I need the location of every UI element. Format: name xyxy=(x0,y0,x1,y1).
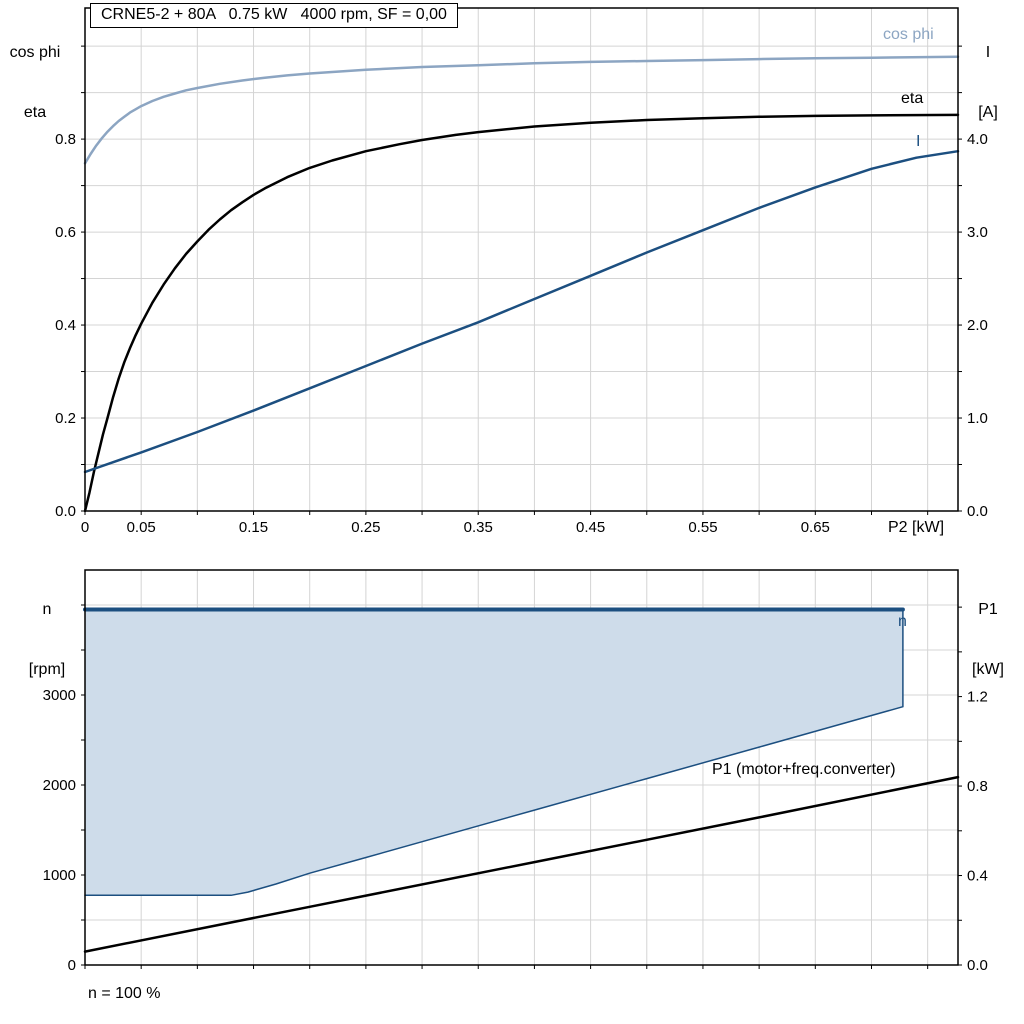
chart-title: CRNE5-2 + 80A 0.75 kW 4000 rpm, SF = 0,0… xyxy=(90,3,458,28)
svg-text:0.45: 0.45 xyxy=(576,519,605,536)
svg-text:4.0: 4.0 xyxy=(967,131,988,148)
svg-text:0.55: 0.55 xyxy=(688,519,717,536)
svg-text:0.0: 0.0 xyxy=(967,503,988,520)
svg-text:1.0: 1.0 xyxy=(967,410,988,427)
svg-text:3000: 3000 xyxy=(43,687,76,704)
svg-text:3.0: 3.0 xyxy=(967,224,988,241)
svg-text:0.4: 0.4 xyxy=(55,317,76,334)
right-axis-header-top: I [A] xyxy=(958,3,1018,163)
svg-text:2000: 2000 xyxy=(43,777,76,794)
svg-text:0.6: 0.6 xyxy=(55,224,76,241)
series-area xyxy=(85,609,903,896)
speed-axis-label: n xyxy=(42,601,52,618)
kw-unit-label: [kW] xyxy=(972,661,1004,678)
svg-text:0.8: 0.8 xyxy=(967,778,988,795)
current-series-label: I xyxy=(916,133,921,150)
series-line xyxy=(83,149,960,474)
svg-text:2.0: 2.0 xyxy=(967,317,988,334)
p1-axis-label: P1 xyxy=(978,601,998,618)
current-axis-label: I xyxy=(985,44,991,61)
left-axis-header-bottom: n [rpm] xyxy=(14,560,80,720)
svg-text:0.05: 0.05 xyxy=(127,519,156,536)
svg-text:0.65: 0.65 xyxy=(801,519,830,536)
svg-text:0.8: 0.8 xyxy=(55,131,76,148)
series-line xyxy=(83,775,960,953)
rpm-unit-label: [rpm] xyxy=(28,661,66,678)
svg-text:1.2: 1.2 xyxy=(967,689,988,706)
svg-text:0.4: 0.4 xyxy=(967,868,988,885)
svg-text:0.25: 0.25 xyxy=(351,519,380,536)
eta-series-label: eta xyxy=(901,90,924,107)
left-axis-header-top: cos phi eta xyxy=(2,3,68,163)
speed-series-label: n xyxy=(898,613,907,630)
eta-axis-label: eta xyxy=(23,104,47,121)
svg-text:0: 0 xyxy=(68,957,76,974)
speed-footnote: n = 100 % xyxy=(88,985,161,1002)
svg-text:0.2: 0.2 xyxy=(55,410,76,427)
cos-phi-series-label: cos phi xyxy=(883,26,934,43)
ampere-unit-label: [A] xyxy=(978,104,998,121)
svg-text:0.0: 0.0 xyxy=(967,957,988,974)
cos-phi-axis-label: cos phi xyxy=(9,44,61,61)
x-axis-unit-label: P2 [kW] xyxy=(888,519,945,536)
svg-text:1000: 1000 xyxy=(43,867,76,884)
svg-text:0.0: 0.0 xyxy=(55,503,76,520)
series-line xyxy=(83,55,960,165)
series-line xyxy=(83,113,960,513)
svg-text:0: 0 xyxy=(81,519,89,536)
series-line xyxy=(84,608,904,897)
svg-text:0.15: 0.15 xyxy=(239,519,268,536)
p1-series-label: P1 (motor+freq.converter) xyxy=(712,761,896,778)
right-axis-header-bottom: P1 [kW] xyxy=(958,560,1018,720)
svg-text:0.35: 0.35 xyxy=(464,519,493,536)
